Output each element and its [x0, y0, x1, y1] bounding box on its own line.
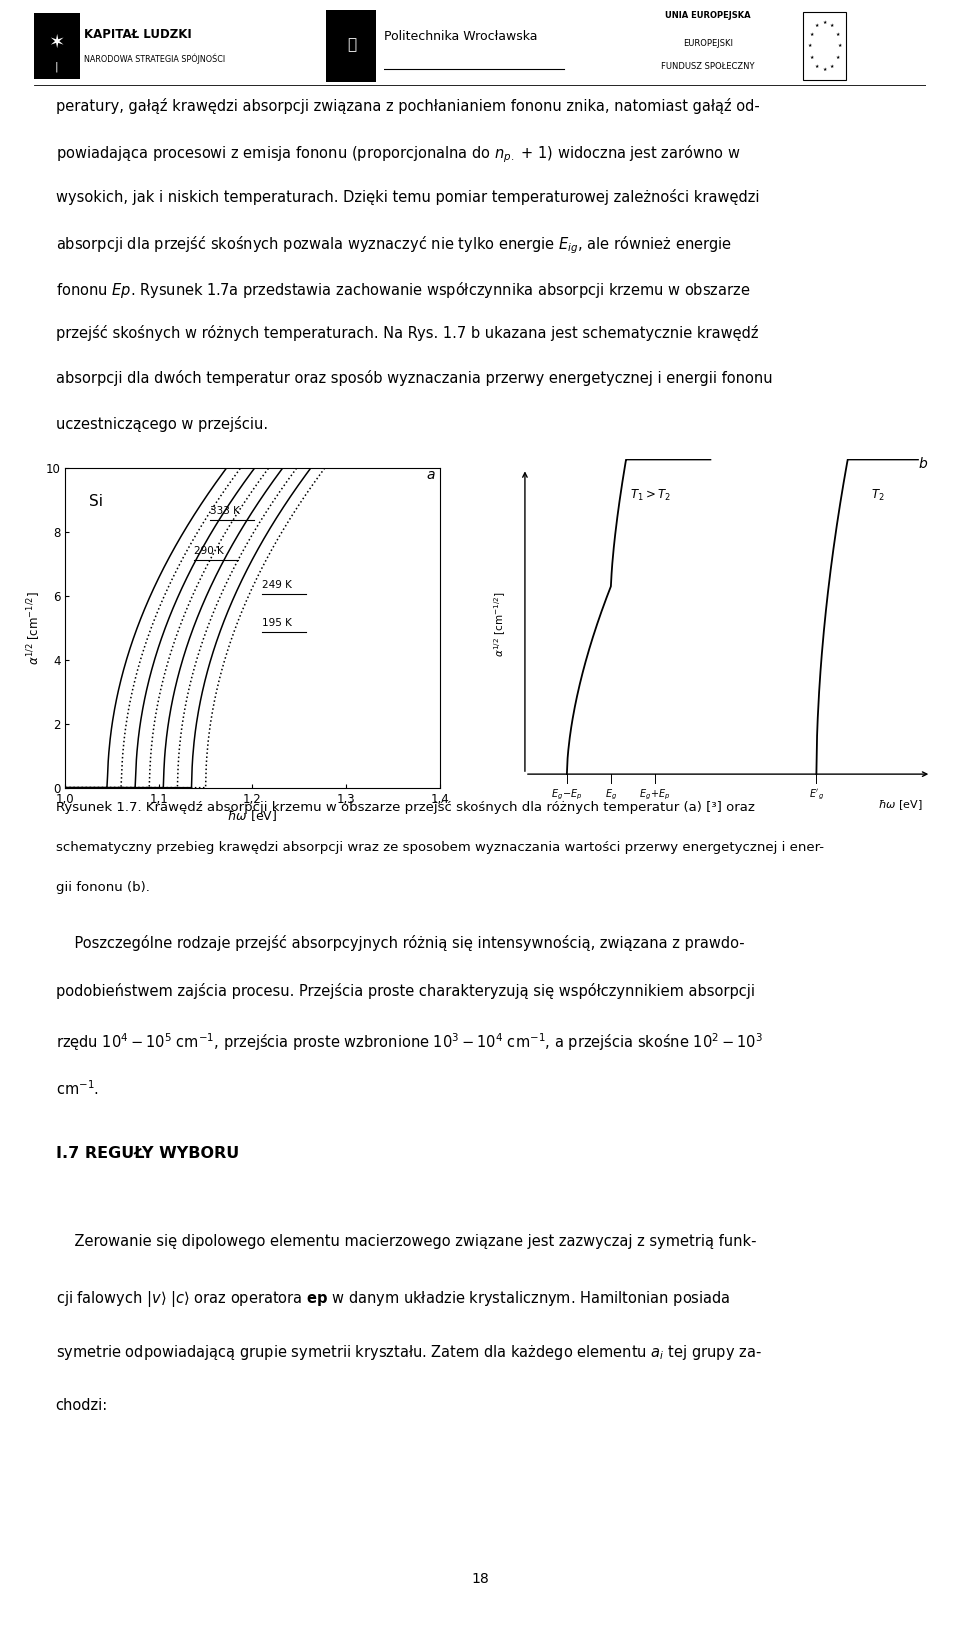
Text: I.7 REGUŁY WYBORU: I.7 REGUŁY WYBORU [56, 1145, 239, 1160]
Text: $\hbar\omega$ [eV]: $\hbar\omega$ [eV] [877, 798, 923, 812]
Text: absorpcji dla przejść skośnych pozwala wyznaczyć nie tylko energie $E_{ig}$, ale: absorpcji dla przejść skośnych pozwala w… [56, 235, 732, 256]
Text: Si: Si [88, 494, 103, 509]
Text: schematyczny przebieg krawędzi absorpcji wraz ze sposobem wyznaczania wartości p: schematyczny przebieg krawędzi absorpcji… [56, 840, 824, 853]
Text: ★: ★ [830, 64, 834, 69]
Text: gii fononu (b).: gii fononu (b). [56, 881, 150, 894]
Text: ★: ★ [823, 67, 827, 72]
Text: 290 K: 290 K [195, 546, 225, 556]
Text: absorpcji dla dwóch temperatur oraz sposób wyznaczania przerwy energetycznej i e: absorpcji dla dwóch temperatur oraz spos… [56, 371, 772, 386]
Text: fononu $Ep$. Rysunek 1.7a przedstawia zachowanie współczynnika absorpcji krzemu : fononu $Ep$. Rysunek 1.7a przedstawia za… [56, 279, 750, 300]
Text: ★: ★ [809, 31, 814, 36]
Text: $E_g$: $E_g$ [605, 788, 617, 802]
Text: |: | [55, 62, 59, 72]
Text: $T_2$: $T_2$ [872, 487, 885, 502]
Text: powiadająca procesowi z emisja fononu (proporcjonalna do $n_{p.}$ + 1) widoczna : powiadająca procesowi z emisja fononu (p… [56, 144, 740, 166]
Text: UNIA EUROPEJSKA: UNIA EUROPEJSKA [665, 11, 751, 20]
Text: Poszczególne rodzaje przejść absorpcyjnych różnią się intensywnością, związana z: Poszczególne rodzaje przejść absorpcyjny… [56, 935, 744, 952]
Text: EUROPEJSKI: EUROPEJSKI [683, 39, 733, 48]
Text: wysokich, jak i niskich temperaturach. Dzięki temu pomiar temperaturowej zależno: wysokich, jak i niskich temperaturach. D… [56, 189, 759, 205]
Text: $E_g\!-\!E_p$: $E_g\!-\!E_p$ [551, 788, 583, 802]
Text: 18: 18 [471, 1572, 489, 1587]
Text: ✶: ✶ [48, 33, 65, 53]
X-axis label: $\hbar\omega$ [eV]: $\hbar\omega$ [eV] [228, 809, 277, 824]
Text: KAPITAŁ LUDZKI: KAPITAŁ LUDZKI [84, 28, 192, 41]
Text: ★: ★ [830, 23, 834, 28]
Text: cm$^{-1}$.: cm$^{-1}$. [56, 1080, 99, 1098]
Text: 249 K: 249 K [262, 579, 292, 589]
Text: ★: ★ [809, 56, 814, 61]
Text: uczestniczącego w przejściu.: uczestniczącego w przejściu. [56, 415, 268, 432]
Text: ★: ★ [815, 64, 819, 69]
Text: $E'_g$: $E'_g$ [808, 788, 824, 802]
Text: ★: ★ [823, 20, 827, 25]
Text: ★: ★ [838, 43, 842, 49]
Text: rzędu $10^4 - 10^5$ cm$^{-1}$, przejścia proste wzbronione $10^3 - 10^4$ cm$^{-1: rzędu $10^4 - 10^5$ cm$^{-1}$, przejścia… [56, 1032, 762, 1054]
Text: 🦅: 🦅 [347, 38, 356, 53]
Text: 333 K: 333 K [210, 505, 240, 515]
Text: ★: ★ [807, 43, 811, 49]
Text: cji falowych $|v\rangle$ $|c\rangle$ oraz operatora $\mathbf{ep}$ w danym układz: cji falowych $|v\rangle$ $|c\rangle$ ora… [56, 1288, 731, 1308]
Text: ★: ★ [835, 31, 840, 36]
Text: NARODOWA STRATEGIA SPÓJNOŚCI: NARODOWA STRATEGIA SPÓJNOŚCI [84, 54, 226, 64]
Text: Zerowanie się dipolowego elementu macierzowego związane jest zazwyczaj z symetri: Zerowanie się dipolowego elementu macier… [56, 1234, 756, 1249]
Text: podobieństwem zajścia procesu. Przejścia proste charakteryzują się współczynniki: podobieństwem zajścia procesu. Przejścia… [56, 983, 755, 999]
Text: peratury, gałąź krawędzi absorpcji związana z pochłanianiem fononu znika, natomi: peratury, gałąź krawędzi absorpcji związ… [56, 98, 759, 115]
Text: $E_g\!+\!E_p$: $E_g\!+\!E_p$ [639, 788, 671, 802]
Text: FUNDUSZ SPOŁECZNY: FUNDUSZ SPOŁECZNY [661, 62, 755, 71]
Text: chodzi:: chodzi: [56, 1398, 108, 1413]
Text: a: a [426, 468, 435, 482]
Text: symetrie odpowiadającą grupie symetrii kryształu. Zatem dla każdego elementu $a_: symetrie odpowiadającą grupie symetrii k… [56, 1342, 761, 1362]
Text: b: b [918, 458, 926, 471]
Text: ★: ★ [835, 56, 840, 61]
Text: $T_1>T_2$: $T_1>T_2$ [631, 487, 671, 502]
Y-axis label: $\alpha^{1/2}$ [cm$^{-1/2}$]: $\alpha^{1/2}$ [cm$^{-1/2}$] [25, 591, 43, 665]
Text: 195 K: 195 K [262, 619, 292, 629]
Text: ★: ★ [815, 23, 819, 28]
Text: przejść skośnych w różnych temperaturach. Na Rys. 1.7 b ukazana jest schematyczn: przejść skośnych w różnych temperaturach… [56, 325, 758, 341]
Text: $\alpha^{1/2}$ [cm$^{-1/2}$]: $\alpha^{1/2}$ [cm$^{-1/2}$] [492, 592, 509, 656]
Text: Politechnika Wrocławska: Politechnika Wrocławska [384, 30, 538, 43]
Text: Rysunek 1.7. Krawędź absorpcji krzemu w obszarze przejść skośnych dla różnych te: Rysunek 1.7. Krawędź absorpcji krzemu w … [56, 801, 755, 814]
